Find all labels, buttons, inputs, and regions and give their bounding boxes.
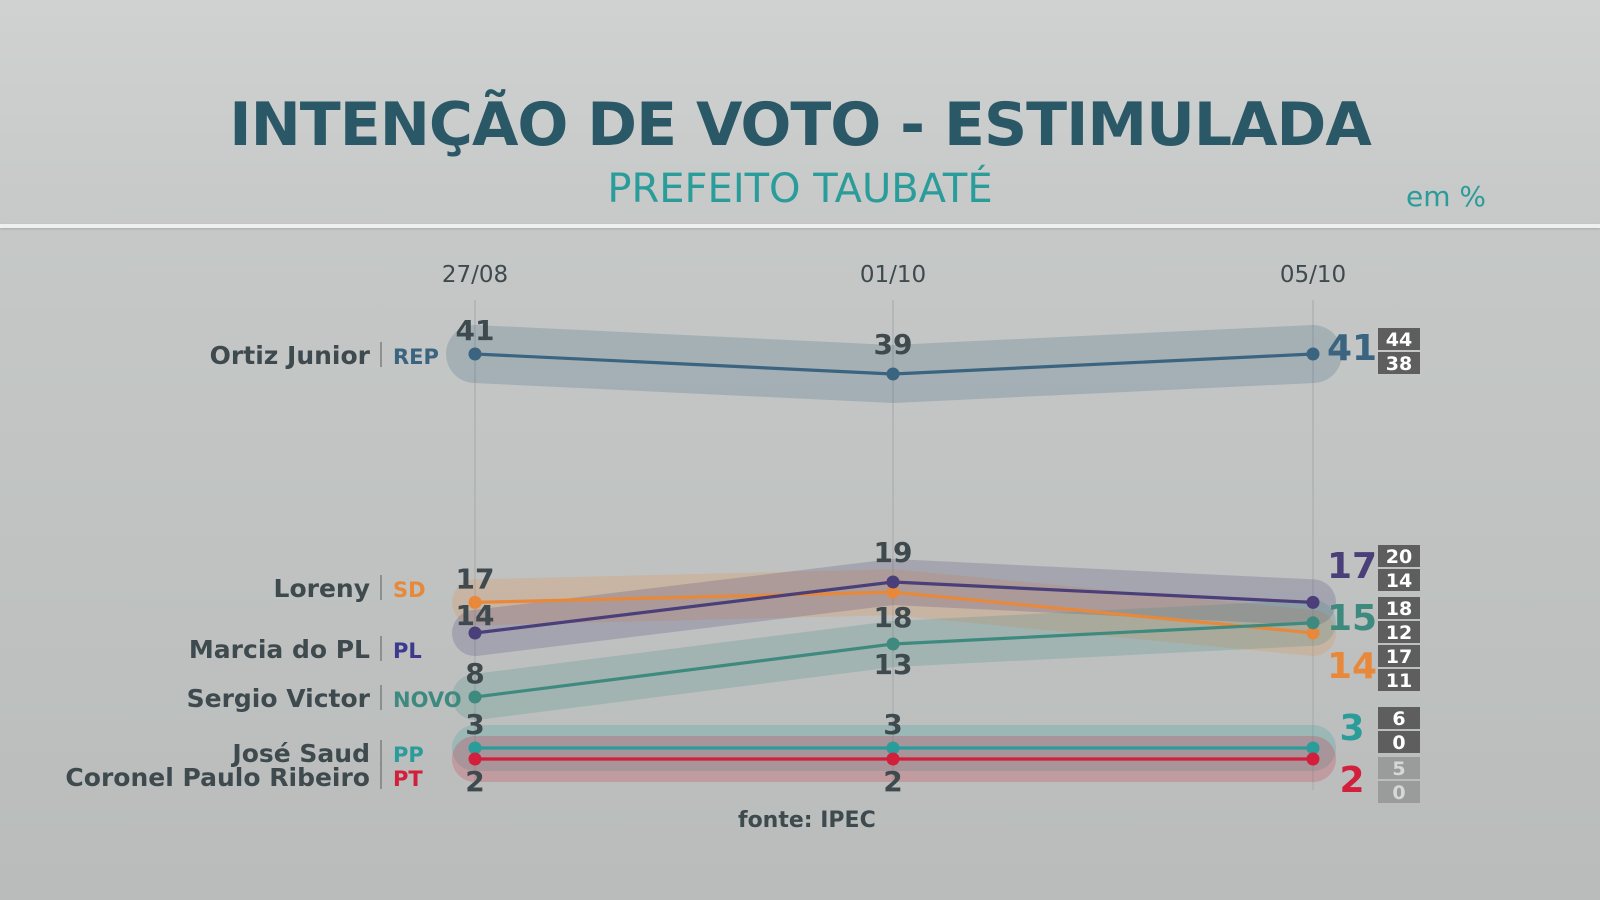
data-point	[468, 741, 482, 755]
party-label: NOVO	[393, 688, 462, 712]
data-point	[1306, 752, 1320, 766]
data-label: 14	[456, 599, 495, 632]
source-label: fonte: IPEC	[738, 808, 876, 833]
data-point	[468, 626, 482, 640]
data-point	[886, 575, 900, 589]
data-label: 3	[883, 708, 902, 741]
party-label: SD	[393, 578, 426, 602]
range-box	[1378, 707, 1420, 729]
range-box	[1378, 569, 1420, 591]
range-box-label: 0	[1392, 782, 1405, 804]
data-point	[1306, 347, 1320, 361]
unit-label: em %	[1405, 180, 1486, 213]
range-box-label: 12	[1386, 622, 1412, 644]
candidate-name: Coronel Paulo Ribeiro	[65, 763, 370, 792]
data-point	[886, 367, 900, 381]
data-label: 17	[456, 562, 495, 595]
candidate-name: José Saud	[230, 739, 370, 768]
range-box-label: 11	[1386, 670, 1412, 692]
data-point	[886, 741, 900, 755]
chart-title: INTENÇÃO DE VOTO - ESTIMULADA	[229, 90, 1372, 160]
range-box-label: 6	[1392, 708, 1405, 730]
data-label: 3	[465, 708, 484, 741]
candidate-name: Ortiz Junior	[210, 341, 371, 370]
final-value-label: 14	[1327, 646, 1377, 687]
party-label: PL	[393, 639, 422, 663]
x-tick-label: 05/10	[1280, 262, 1346, 288]
party-label: REP	[393, 345, 439, 369]
range-box	[1378, 645, 1420, 667]
data-point	[1306, 595, 1320, 609]
range-box	[1378, 621, 1420, 643]
candidate-name: Marcia do PL	[189, 635, 370, 664]
candidate-name: Loreny	[274, 574, 370, 603]
data-point	[1306, 616, 1320, 630]
final-value-label: 15	[1327, 598, 1377, 639]
final-value-label: 41	[1327, 328, 1377, 369]
x-tick-label: 01/10	[860, 262, 926, 288]
range-box-label: 0	[1392, 732, 1405, 754]
party-label: PT	[393, 767, 423, 791]
range-box	[1378, 731, 1420, 753]
header-divider	[0, 224, 1600, 228]
data-point	[468, 595, 482, 609]
range-box-label: 18	[1386, 598, 1412, 620]
range-box-label: 44	[1386, 329, 1412, 351]
range-box	[1378, 597, 1420, 619]
range-box	[1378, 352, 1420, 374]
candidate-name: Sergio Victor	[187, 684, 371, 713]
data-label: 13	[874, 648, 913, 681]
data-point	[1306, 626, 1320, 640]
final-value-label: 17	[1327, 546, 1377, 587]
final-value-label: 2	[1339, 760, 1364, 801]
range-box	[1378, 781, 1420, 803]
range-box-label: 38	[1386, 353, 1412, 375]
data-point	[886, 637, 900, 651]
x-tick-label: 27/08	[442, 262, 508, 288]
data-label: 39	[874, 328, 913, 361]
party-label: PP	[393, 743, 424, 767]
data-point	[468, 347, 482, 361]
range-box-label: 14	[1386, 570, 1412, 592]
final-value-label: 3	[1339, 708, 1364, 749]
header	[0, 0, 1600, 224]
range-box-label: 20	[1386, 546, 1412, 568]
range-box	[1378, 328, 1420, 350]
data-label: 8	[465, 657, 484, 690]
data-point	[886, 585, 900, 599]
chart-subtitle: PREFEITO TAUBATÉ	[607, 166, 993, 212]
data-label: 2	[465, 765, 484, 798]
range-box	[1378, 757, 1420, 779]
range-box	[1378, 669, 1420, 691]
data-label: 41	[456, 314, 495, 347]
range-box	[1378, 545, 1420, 567]
data-label: 2	[883, 765, 902, 798]
data-point	[468, 690, 482, 704]
data-point	[1306, 741, 1320, 755]
range-box-label: 17	[1386, 646, 1412, 668]
data-label: 19	[874, 536, 913, 569]
data-point	[468, 752, 482, 766]
data-point	[886, 752, 900, 766]
range-box-label: 5	[1392, 758, 1405, 780]
data-label: 18	[874, 601, 913, 634]
